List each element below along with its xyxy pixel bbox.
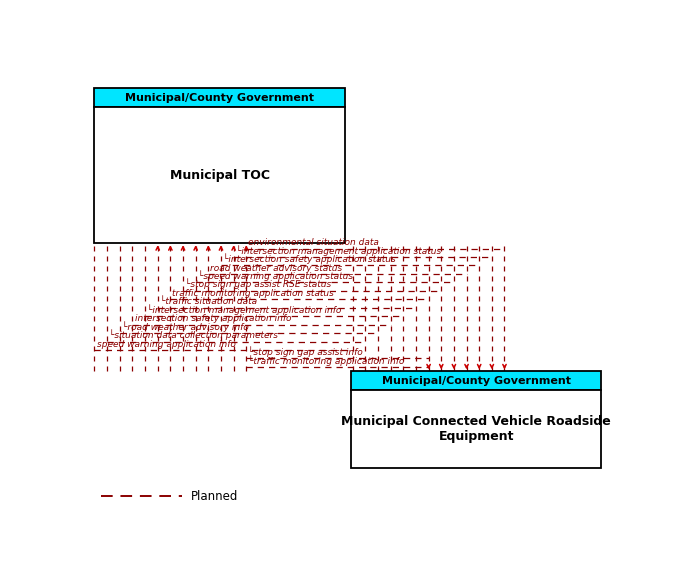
Bar [351, 371, 602, 390]
Bar [95, 107, 345, 243]
Text: └speed warning application status: └speed warning application status [198, 270, 353, 281]
Text: environmental situation data: environmental situation data [248, 238, 379, 247]
Text: speed warning application info: speed warning application info [97, 340, 235, 349]
Text: └situation data collection parameters: └situation data collection parameters [109, 329, 278, 340]
Text: Municipal Connected Vehicle Roadside
Equipment: Municipal Connected Vehicle Roadside Equ… [341, 415, 611, 443]
Bar [351, 390, 602, 468]
Text: Municipal TOC: Municipal TOC [169, 169, 270, 182]
Text: Municipal/County Government: Municipal/County Government [381, 376, 571, 386]
Text: Planned: Planned [190, 490, 238, 503]
Text: └intersection management application info: └intersection management application inf… [147, 304, 341, 315]
Text: └road weather advisory info: └road weather advisory info [122, 321, 249, 332]
Text: └stop sign gap assist info: └stop sign gap assist info [248, 346, 363, 357]
Text: └intersection management application status: └intersection management application sta… [236, 245, 441, 256]
Text: └stop sign gap assist RSE status: └stop sign gap assist RSE status [185, 279, 331, 290]
Text: traffic monitoring application status: traffic monitoring application status [173, 289, 335, 298]
Text: Municipal/County Government: Municipal/County Government [125, 92, 314, 103]
Text: └traffic monitoring application info: └traffic monitoring application info [248, 354, 405, 366]
Text: road weather advisory status: road weather advisory status [210, 263, 343, 273]
Bar [95, 88, 345, 107]
Text: └traffic situation data: └traffic situation data [160, 297, 257, 307]
Text: └intersection safety application status: └intersection safety application status [223, 253, 396, 264]
Text: intersection safety application info: intersection safety application info [135, 314, 291, 324]
